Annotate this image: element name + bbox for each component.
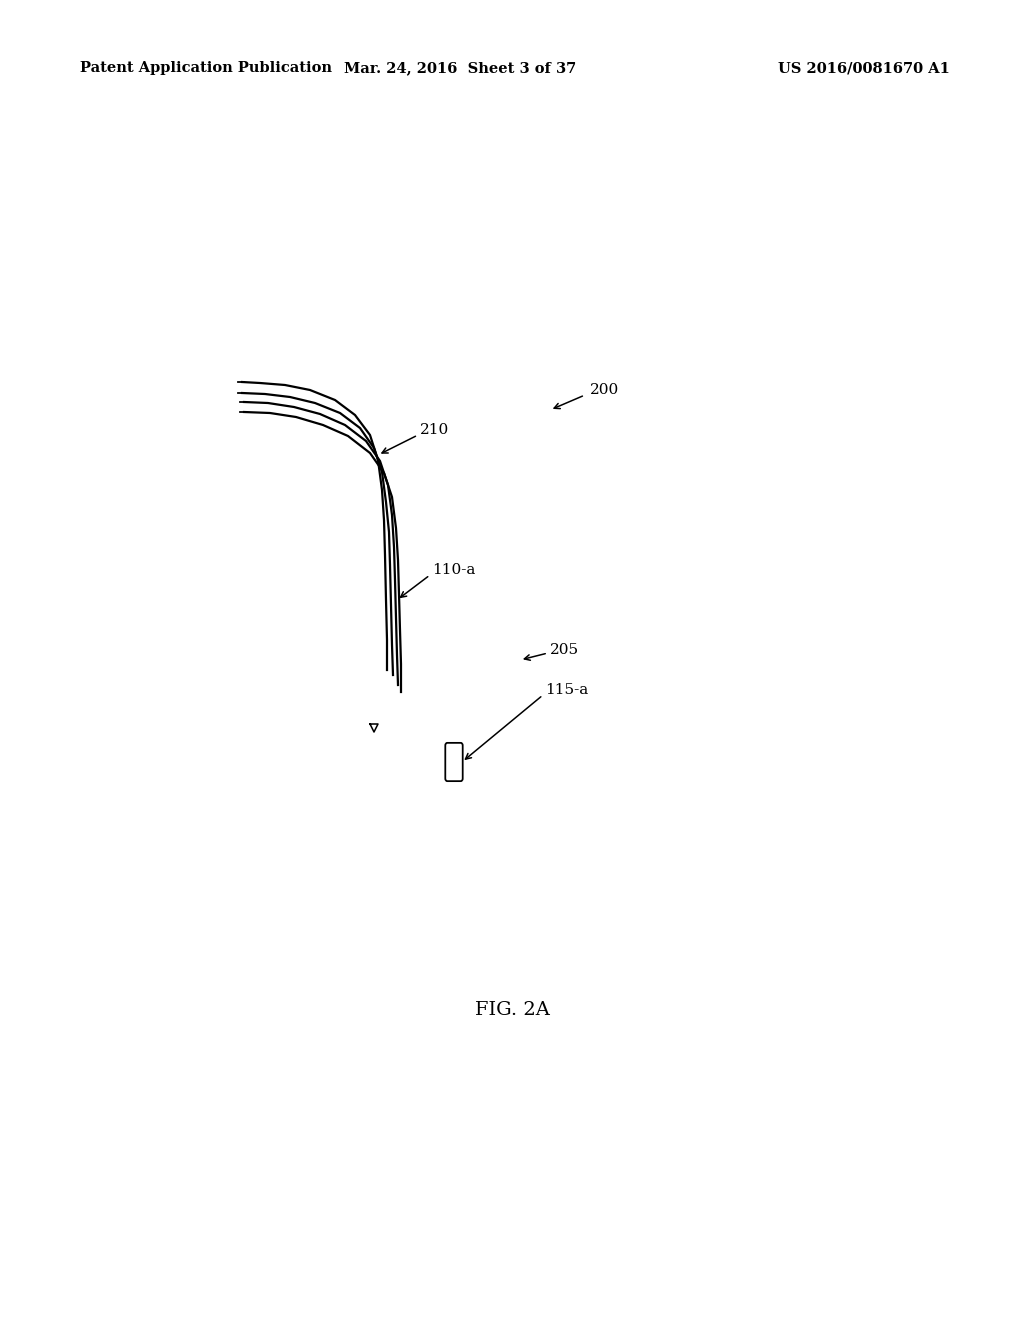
Text: 200: 200: [590, 383, 620, 397]
Text: 210: 210: [420, 422, 450, 437]
Text: Mar. 24, 2016  Sheet 3 of 37: Mar. 24, 2016 Sheet 3 of 37: [344, 61, 577, 75]
Polygon shape: [370, 723, 378, 733]
Text: US 2016/0081670 A1: US 2016/0081670 A1: [778, 61, 950, 75]
Text: Patent Application Publication: Patent Application Publication: [80, 61, 332, 75]
Text: FIG. 2A: FIG. 2A: [474, 1001, 550, 1019]
Text: 110-a: 110-a: [432, 564, 475, 577]
Text: 205: 205: [550, 643, 580, 657]
FancyBboxPatch shape: [445, 743, 463, 781]
Text: 115-a: 115-a: [545, 682, 588, 697]
